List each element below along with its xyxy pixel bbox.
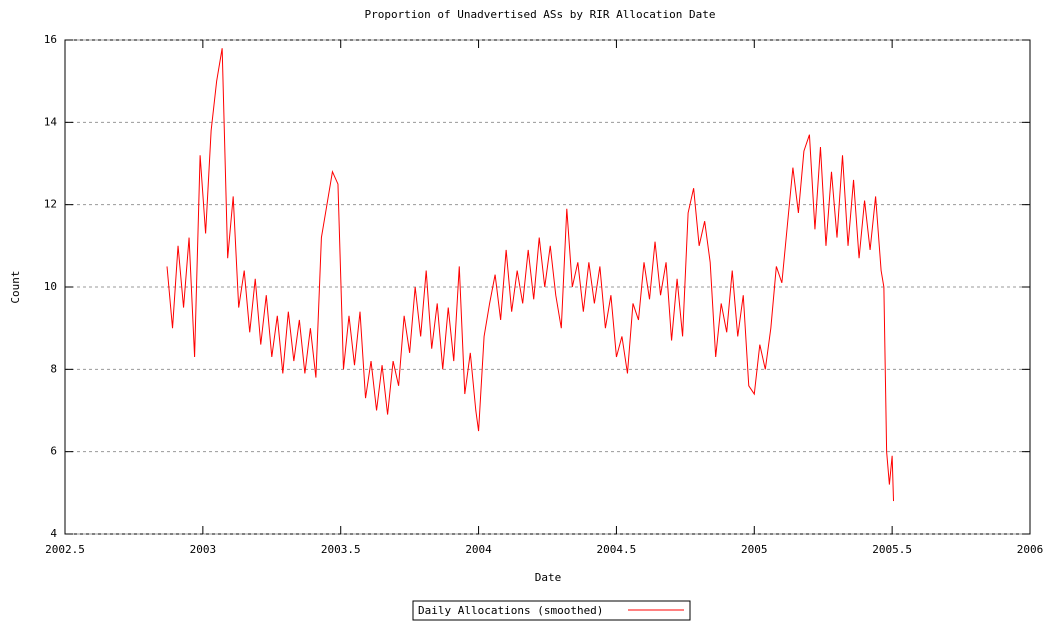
legend-box <box>412 600 691 621</box>
x-tick-label: 2004 <box>465 543 492 556</box>
x-tick-label: 2003.5 <box>321 543 361 556</box>
y-tick-label: 14 <box>44 115 58 128</box>
x-tick-label: 2006 <box>1017 543 1044 556</box>
chart-title: Proportion of Unadvertised ASs by RIR Al… <box>365 8 716 21</box>
y-tick-label: 16 <box>44 33 57 46</box>
x-tick-label: 2004.5 <box>597 543 637 556</box>
y-tick-label: 6 <box>50 445 57 458</box>
x-tick-label: 2002.5 <box>45 543 85 556</box>
x-tick-label: 2005 <box>741 543 768 556</box>
data-line <box>166 48 895 502</box>
x-axis-label: Date <box>535 571 562 584</box>
legend-label: Daily Allocations (smoothed) <box>418 604 603 617</box>
x-tick-label: 2003 <box>190 543 217 556</box>
x-tick-label: 2005.5 <box>872 543 912 556</box>
y-tick-label: 8 <box>50 362 57 375</box>
y-tick-label: 4 <box>50 527 57 540</box>
y-tick-label: 12 <box>44 198 57 211</box>
y-axis-label: Count <box>9 270 22 303</box>
y-tick-label: 10 <box>44 280 57 293</box>
